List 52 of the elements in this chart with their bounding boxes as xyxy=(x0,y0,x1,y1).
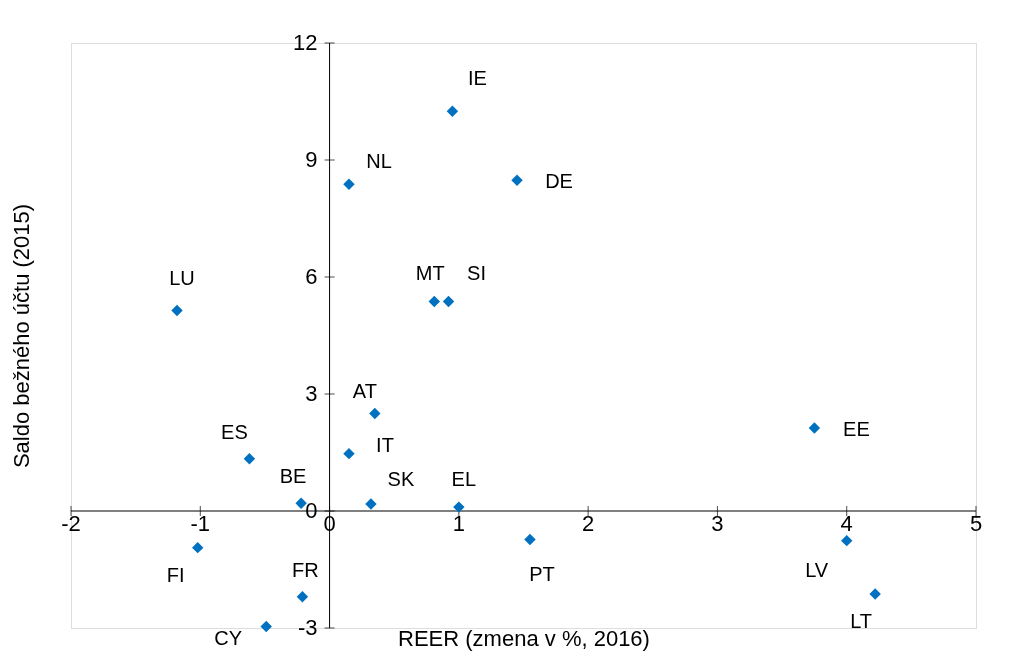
x-tick-label: 5 xyxy=(969,511,983,536)
point xyxy=(446,105,459,117)
annotation: MT xyxy=(415,261,445,284)
annotation: SI xyxy=(467,261,486,284)
annotation: PT xyxy=(529,563,555,586)
point xyxy=(428,295,440,308)
point xyxy=(260,620,272,633)
y-tick-label: 6 xyxy=(305,264,318,289)
point xyxy=(295,497,307,509)
point xyxy=(511,174,523,186)
annotation: AT xyxy=(352,379,377,402)
x-tick-label: -1 xyxy=(190,511,211,536)
point xyxy=(243,453,256,465)
annotation: ES xyxy=(221,420,248,443)
point xyxy=(869,588,881,600)
annotation: FR xyxy=(292,558,319,581)
point xyxy=(524,533,536,546)
point xyxy=(192,541,204,554)
y-tick-label: -3 xyxy=(298,615,318,640)
y-tick-label: 3 xyxy=(305,381,318,406)
annotation: DE xyxy=(545,170,573,193)
point xyxy=(453,501,465,513)
y-axis-title: Saldo bežného účtu (2015) xyxy=(8,203,34,469)
annotation: CY xyxy=(214,627,243,650)
annotation: EE xyxy=(843,417,870,440)
point xyxy=(171,304,183,317)
y-tick-label: 12 xyxy=(293,30,318,55)
point xyxy=(442,295,455,308)
annotation: FI xyxy=(166,563,185,586)
annotation: EL xyxy=(451,468,477,491)
point xyxy=(296,591,309,603)
point xyxy=(343,447,355,460)
x-tick-label: 2 xyxy=(582,511,595,536)
annotation: IE xyxy=(467,67,487,90)
annotation: LT xyxy=(850,610,873,633)
annotation: LU xyxy=(169,266,195,289)
x-tick-label: 3 xyxy=(711,511,724,536)
point xyxy=(808,422,821,434)
annotation: IT xyxy=(376,433,394,456)
y-tick-label: 9 xyxy=(305,147,318,172)
point xyxy=(343,178,355,190)
annotation: NL xyxy=(366,150,392,173)
annotation: SK xyxy=(387,467,415,490)
point xyxy=(841,534,853,547)
x-axis-title: REER (zmena v %, 2016) xyxy=(398,625,650,651)
point xyxy=(369,407,381,420)
point xyxy=(365,498,377,510)
annotation: LV xyxy=(805,558,829,581)
x-tick-label: 4 xyxy=(840,511,853,536)
x-tick-label: -2 xyxy=(61,511,81,536)
x-tick-label: 1 xyxy=(452,511,465,536)
annotation: BE xyxy=(279,465,307,488)
